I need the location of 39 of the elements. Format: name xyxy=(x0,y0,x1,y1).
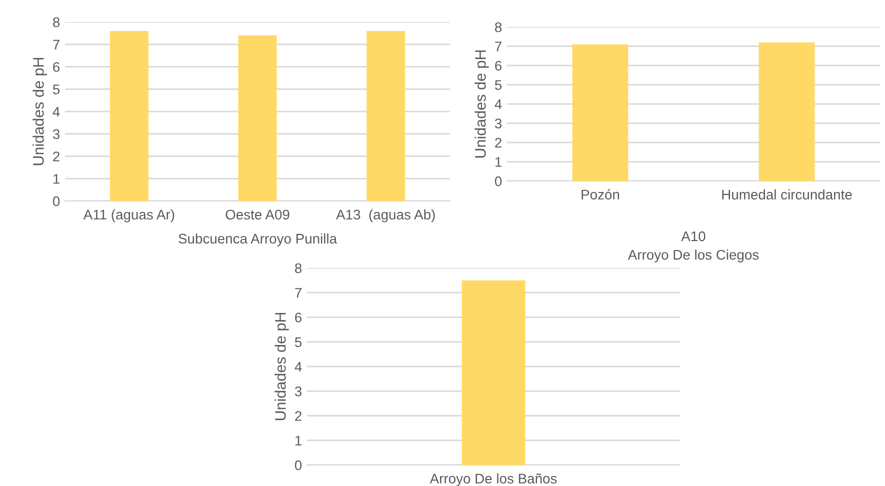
y-tick-label: 1 xyxy=(53,174,60,184)
y-tick-label: 0 xyxy=(294,460,302,470)
x-tick-label: Pozón xyxy=(582,189,620,200)
x-tick-label: A11 (aguas Ar) xyxy=(83,209,174,222)
y-tick-label: 0 xyxy=(52,196,60,206)
y-tick-label: 8 xyxy=(295,263,302,274)
y-tick-label: 3 xyxy=(52,129,60,140)
y-tick-label: 2 xyxy=(53,152,60,162)
y-tick-label: 8 xyxy=(53,17,60,28)
y-tick-label: 3 xyxy=(494,118,502,128)
y-tick-label: 0 xyxy=(494,176,502,186)
y-tick-label: 5 xyxy=(494,80,502,90)
x-tick-label: Humedal circundante xyxy=(722,189,852,200)
y-tick-label: 4 xyxy=(294,362,302,372)
y-axis-title: Unidades de pH xyxy=(32,58,47,166)
y-tick-label: 1 xyxy=(295,436,302,446)
y-tick-label: 4 xyxy=(52,106,60,117)
y-tick-label: 4 xyxy=(494,99,502,110)
y-tick-label: 6 xyxy=(53,62,60,72)
y-tick-label: 2 xyxy=(495,138,502,148)
y-tick-label: 5 xyxy=(294,337,302,348)
y-tick-label: 1 xyxy=(495,157,502,167)
y-tick-label: 6 xyxy=(295,312,302,322)
x-tick-label: Arroyo De los Baños xyxy=(430,473,557,486)
text: A10 xyxy=(681,231,706,242)
y-axis-title: Unidades de pH xyxy=(274,312,289,420)
y-tick-label: 5 xyxy=(52,84,60,94)
y-tick-label: 7 xyxy=(295,288,302,298)
y-tick-label: 7 xyxy=(495,42,502,52)
x-axis-title: Arroyo De los Ciegos xyxy=(628,250,759,262)
y-axis-title: Unidades de pH xyxy=(474,50,489,158)
y-tick-label: 3 xyxy=(294,386,302,396)
y-tick-label: 8 xyxy=(495,22,502,32)
y-tick-label: 6 xyxy=(495,60,502,71)
y-tick-label: 2 xyxy=(295,411,302,421)
x-tick-label: A13 (aguas Ab) xyxy=(336,209,435,222)
x-tick-label: Oeste A09 xyxy=(226,210,290,220)
y-tick-label: 7 xyxy=(53,40,60,50)
x-axis-title: Subcuenca Arroyo Punilla xyxy=(178,233,338,246)
